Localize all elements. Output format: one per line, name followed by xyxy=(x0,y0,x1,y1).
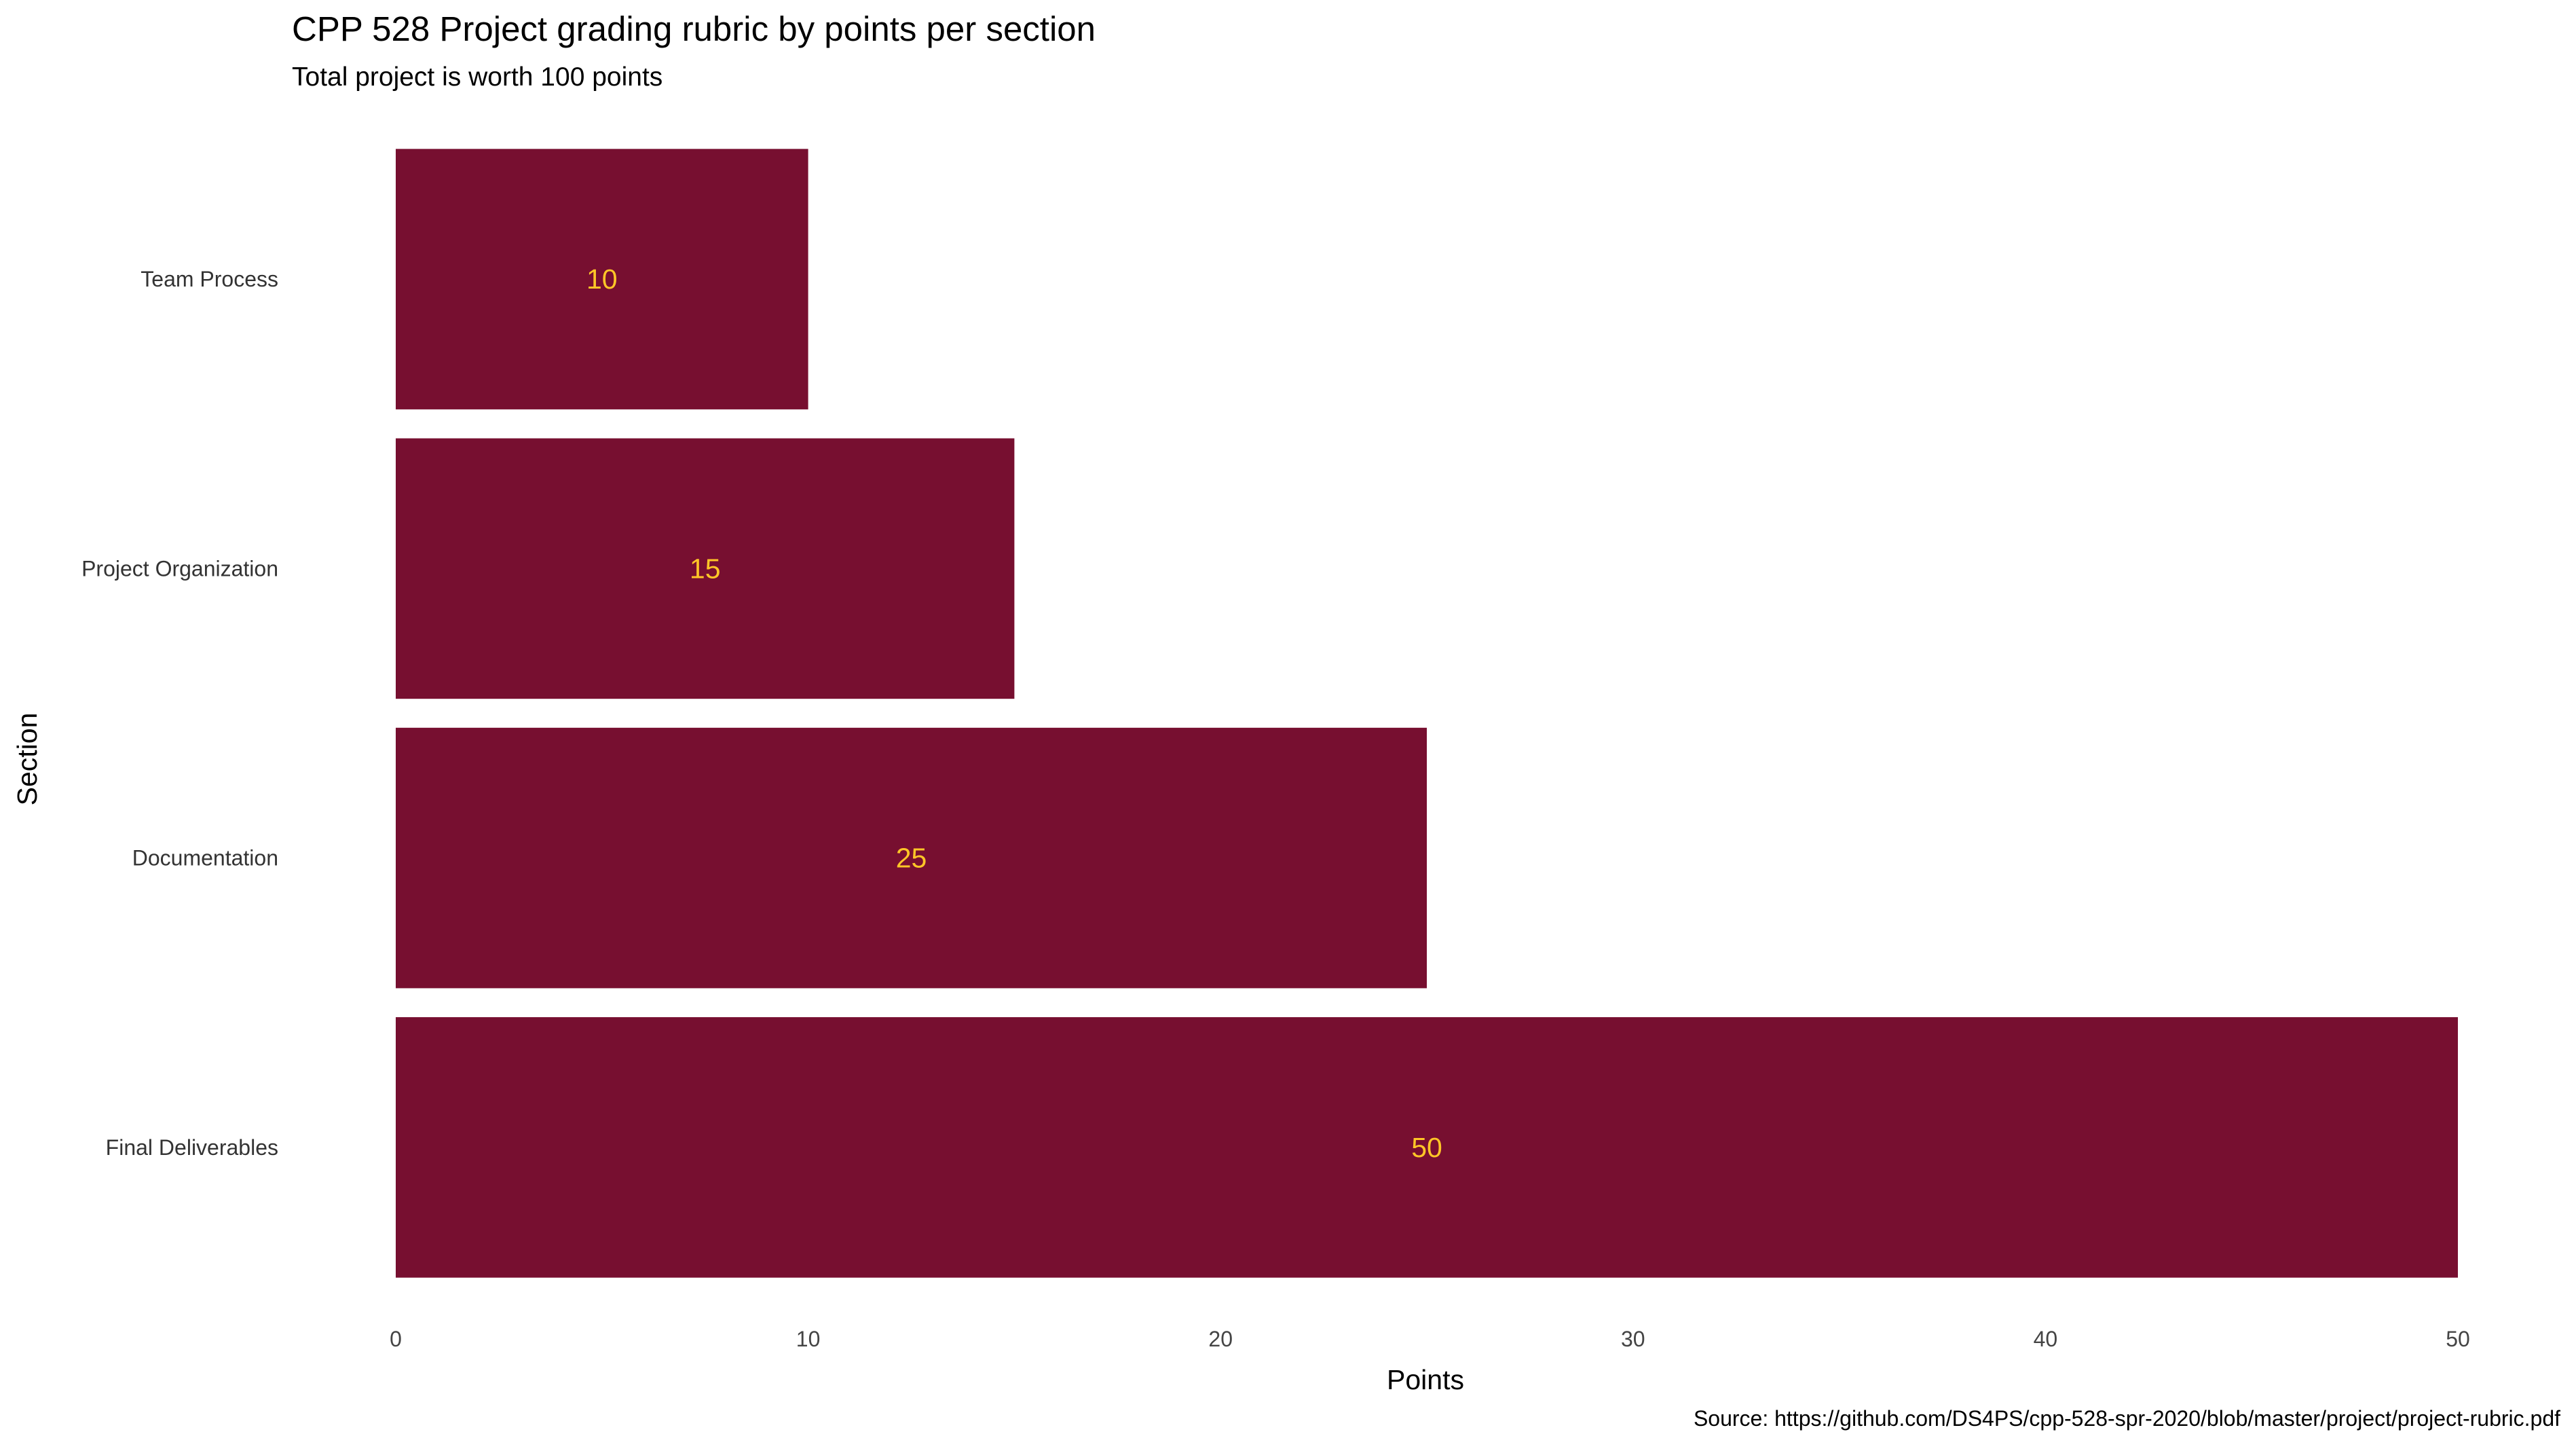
x-tick-label-50: 50 xyxy=(2446,1327,2470,1351)
x-tick-label-0: 0 xyxy=(390,1327,402,1351)
data-label-team-process: 10 xyxy=(586,263,618,295)
y-axis-title: Section xyxy=(12,713,43,806)
bar-final-deliverables xyxy=(396,1017,2458,1278)
y-tick-label-project-organization: Project Organization xyxy=(81,556,278,581)
y-tick-label-team-process: Team Process xyxy=(141,267,278,291)
y-tick-label-final-deliverables: Final Deliverables xyxy=(106,1135,278,1160)
bar-documentation xyxy=(396,727,1427,989)
x-tick-label-20: 20 xyxy=(1208,1327,1233,1351)
chart-title: CPP 528 Project grading rubric by points… xyxy=(292,10,1096,48)
data-label-project-organization: 15 xyxy=(690,553,721,584)
bars-layer xyxy=(396,149,2458,1278)
x-tick-label-30: 30 xyxy=(1621,1327,1645,1351)
data-label-documentation: 25 xyxy=(896,843,927,874)
bar-team-process xyxy=(396,149,808,409)
chart-caption: Source: https://github.com/DS4PS/cpp-528… xyxy=(1694,1406,2560,1431)
data-label-final-deliverables: 50 xyxy=(1411,1132,1442,1163)
x-axis-tick-labels: 0 10 20 30 40 50 xyxy=(390,1327,2470,1351)
chart-subtitle: Total project is worth 100 points xyxy=(292,62,662,92)
bar-project-organization xyxy=(396,438,1015,699)
x-tick-label-10: 10 xyxy=(796,1327,821,1351)
x-axis-title: Points xyxy=(1387,1364,1464,1395)
data-labels-layer: 10 15 25 50 xyxy=(586,263,1442,1163)
y-axis-tick-labels: Team Process Project Organization Document… xyxy=(81,267,278,1160)
x-tick-label-40: 40 xyxy=(2034,1327,2058,1351)
y-tick-label-documentation: Documentation xyxy=(132,846,278,870)
